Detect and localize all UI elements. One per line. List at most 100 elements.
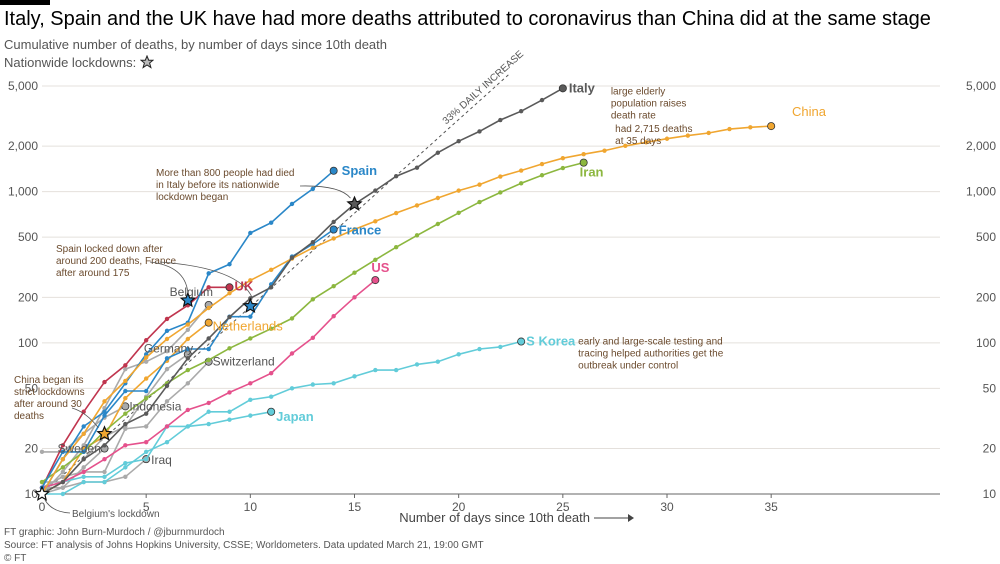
data-point-china <box>102 399 107 404</box>
data-point-china <box>227 290 232 296</box>
data-point-spain <box>102 409 107 414</box>
chart-subtitle: Cumulative number of deaths, by number o… <box>4 37 387 52</box>
y-tick-label: 200 <box>18 290 38 304</box>
series-label-china: China <box>792 104 827 119</box>
data-point-s-korea <box>477 346 482 352</box>
star-icon <box>139 54 155 69</box>
data-point-japan <box>123 465 128 470</box>
y-tick-label-right: 5,000 <box>966 79 996 93</box>
data-point-iran <box>539 173 545 178</box>
data-point-china <box>81 431 86 437</box>
data-point-france <box>123 388 128 394</box>
data-point-spain <box>227 262 232 267</box>
data-point-belgium <box>123 366 128 372</box>
series-line-s-korea <box>41 340 522 489</box>
x-tick-label: 5 <box>143 500 150 514</box>
data-point-uk <box>60 443 66 448</box>
x-tick-label: 35 <box>764 500 778 514</box>
x-tick-label: 15 <box>348 500 362 514</box>
data-point-belgium <box>164 349 170 354</box>
x-tick-label: 10 <box>244 500 258 514</box>
data-point-iran <box>414 233 420 238</box>
data-point-us <box>143 440 149 445</box>
series-label-japan: Japan <box>276 409 314 424</box>
annotation-italy-lockdown: More than 800 people had died in Italy be… <box>156 168 294 203</box>
y-tick-label-right: 20 <box>983 441 997 455</box>
series-label-netherlands: Netherlands <box>213 319 284 334</box>
data-point-s-korea <box>81 474 86 479</box>
data-point-china <box>373 219 378 224</box>
data-point-italy <box>539 97 545 103</box>
data-point-us <box>185 407 191 413</box>
data-point-china <box>560 155 566 161</box>
data-point-italy <box>81 456 86 462</box>
data-point-uk <box>164 316 170 322</box>
data-point-s-korea <box>248 397 253 402</box>
series-label-us: US <box>371 260 389 275</box>
data-point-spain <box>310 186 316 192</box>
y-tick-label: 10 <box>25 487 39 501</box>
data-point-japan <box>102 479 107 485</box>
series-label-spain: Spain <box>342 163 377 178</box>
data-point-iran <box>185 367 191 373</box>
y-tick-label-right: 2,000 <box>966 139 996 153</box>
y-tick-label: 1,000 <box>8 185 38 199</box>
data-point-s-korea <box>227 409 232 414</box>
data-point-us <box>371 276 380 285</box>
note-italy: large elderly population raises death rate <box>611 86 687 121</box>
data-point-japan <box>81 479 86 485</box>
data-point-spain <box>329 166 338 175</box>
data-point-belgium <box>185 327 191 332</box>
series-label-belgium: Belgium <box>170 285 213 299</box>
data-point-us <box>164 424 170 429</box>
data-point-switzerland <box>185 381 191 386</box>
data-point-us <box>331 314 336 319</box>
data-point-china <box>185 322 191 327</box>
y-tick-label-right: 100 <box>976 336 996 350</box>
data-point-china <box>164 336 170 342</box>
data-point-italy <box>227 314 232 320</box>
lockdown-star-france <box>242 297 259 314</box>
annotation-arrow-spain <box>149 261 189 293</box>
x-axis-title: Number of days since 10th death <box>399 510 590 525</box>
data-point-iran <box>227 346 232 351</box>
series-label-iraq: Iraq <box>151 453 172 467</box>
series-line-china <box>41 125 772 495</box>
data-point-italy <box>60 479 66 485</box>
data-point-s-korea <box>143 456 149 462</box>
data-point-us <box>81 469 86 475</box>
annotation-arrow-china <box>71 407 99 429</box>
series-label-uk: UK <box>235 278 254 293</box>
data-point-italy <box>268 285 274 290</box>
data-point-france <box>206 346 211 352</box>
data-point-spain <box>268 220 274 225</box>
data-point-uk <box>102 379 107 385</box>
data-point-sweden <box>81 465 86 470</box>
y-tick-label-right: 10 <box>983 487 997 501</box>
y-tick-label: 500 <box>18 230 38 244</box>
data-point-france <box>143 388 149 394</box>
data-point-china <box>310 245 316 251</box>
footer-source: Source: FT analysis of Johns Hopkins Uni… <box>4 540 484 551</box>
data-point-s-korea <box>289 386 295 391</box>
data-point-italy <box>393 173 399 179</box>
data-point-italy <box>456 138 461 144</box>
data-point-china <box>331 236 336 241</box>
data-point-s-korea <box>268 394 274 399</box>
x-tick-label: 25 <box>556 500 570 514</box>
data-point-china <box>268 267 274 273</box>
data-point-iran <box>498 190 503 195</box>
data-point-iran <box>393 245 399 250</box>
data-point-netherlands <box>123 396 128 401</box>
data-point-belgium <box>81 443 86 448</box>
data-point-switzerland <box>123 426 128 431</box>
data-point-iran <box>579 158 588 167</box>
data-point-china <box>206 305 211 311</box>
series-label-s-korea: S Korea <box>526 334 576 349</box>
data-point-china <box>602 148 607 153</box>
series-line-japan <box>42 411 272 495</box>
data-point-italy <box>477 129 482 134</box>
data-point-china <box>435 195 441 201</box>
data-point-japan <box>248 413 253 418</box>
data-point-china <box>643 140 649 145</box>
